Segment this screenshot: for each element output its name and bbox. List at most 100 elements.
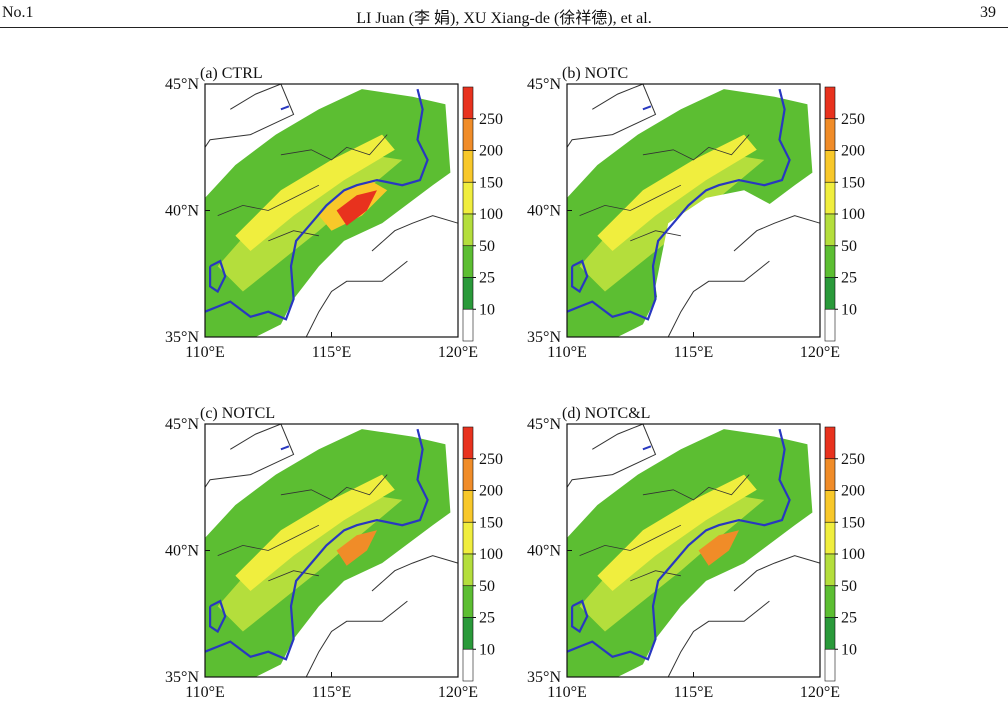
colorbar-segment (462, 277, 474, 310)
colorbar-segment (824, 458, 836, 491)
colorbar-segment (824, 181, 836, 215)
x-tick-label: 115°E (312, 344, 352, 361)
river-loop (209, 259, 227, 294)
river-fragment (642, 445, 652, 451)
panel-title: (d) NOTC&L (562, 405, 650, 422)
rain-free-area (655, 190, 820, 337)
colorbar-label: 10 (479, 301, 495, 318)
rain-core-250 (336, 190, 377, 226)
x-tick-label: 115°E (312, 684, 352, 701)
y-tick-label: 45°N (527, 76, 561, 93)
colorbar-label: 100 (841, 546, 865, 563)
river-fragment (280, 105, 290, 111)
colorbar-segment (462, 648, 474, 682)
province-border (280, 134, 388, 161)
colorbar-label: 50 (479, 578, 495, 595)
y-tick-label: 35°N (165, 329, 199, 346)
colorbar-segment (462, 213, 474, 247)
province-border (268, 570, 319, 582)
colorbar-label: 200 (841, 483, 865, 500)
river-loop (571, 259, 589, 294)
panel-a: (a) CTRL 110°E 115°E 120°E 45°N 40°N 35°N 250 20… (165, 65, 503, 361)
colorbar-label: 200 (479, 143, 503, 160)
colorbar-segment (462, 181, 474, 215)
page-header: No.1 LI Juan (李 娟), XU Xiang-de (徐祥德), e… (0, 0, 1008, 27)
colorbar-segment (462, 150, 474, 183)
province-border (642, 134, 750, 161)
colorbar-segment (824, 648, 836, 682)
colorbar-label: 250 (479, 111, 503, 128)
colorbar-label: 150 (841, 514, 865, 531)
x-tick-label: 110°E (547, 684, 587, 701)
colorbar-segment (824, 553, 836, 587)
x-tick-label: 110°E (547, 344, 587, 361)
colorbar-segment (824, 213, 836, 247)
coastline (305, 600, 408, 678)
rain-band-100 (597, 474, 757, 591)
colorbar-label: 200 (479, 483, 503, 500)
colorbar-label: 10 (841, 301, 857, 318)
colorbar-label: 250 (479, 451, 503, 468)
y-tick-label: 40°N (165, 203, 199, 220)
y-tick-label: 45°N (165, 76, 199, 93)
rain-band-100 (597, 134, 757, 251)
colorbar-segment (824, 118, 836, 151)
colorbar-segment (824, 521, 836, 555)
colorbar-label: 50 (479, 238, 495, 255)
colorbar-label: 25 (841, 610, 857, 627)
colorbar-label: 25 (479, 270, 495, 287)
river-line (204, 428, 429, 661)
colorbar-label: 10 (479, 641, 495, 658)
river-loop (209, 599, 227, 634)
coastline (667, 600, 770, 678)
colorbar-label: 100 (479, 206, 503, 223)
colorbar-segment (462, 118, 474, 151)
river-fragment (280, 445, 290, 451)
coastline (566, 423, 657, 488)
y-tick-label: 40°N (527, 543, 561, 560)
x-tick-label: 120°E (438, 684, 478, 701)
journal-issue: No.1 (2, 4, 34, 21)
y-tick-label: 40°N (527, 203, 561, 220)
colorbar-segment (824, 426, 836, 460)
colorbar-segment (824, 245, 836, 278)
colorbar-label: 100 (479, 546, 503, 563)
y-tick-label: 35°N (527, 329, 561, 346)
colorbar-label: 150 (841, 174, 865, 191)
coastline (733, 215, 821, 252)
y-tick-label: 35°N (165, 669, 199, 686)
y-tick-label: 35°N (527, 669, 561, 686)
colorbar-label: 150 (479, 514, 503, 531)
colorbar-segment (462, 617, 474, 650)
colorbar-segment (462, 86, 474, 120)
colorbar-label: 25 (479, 610, 495, 627)
colorbar-segment (462, 553, 474, 587)
y-tick-label: 40°N (165, 543, 199, 560)
colorbar-segment (462, 458, 474, 491)
colorbar-segment (824, 490, 836, 523)
rain-band-100 (235, 474, 395, 591)
colorbar-segment (462, 245, 474, 278)
panel-title: (a) CTRL (200, 65, 263, 82)
colorbar-segment (462, 521, 474, 555)
province-border (642, 474, 750, 501)
panel-title: (b) NOTC (562, 65, 628, 82)
panel-d: (d) NOTC&L 110°E 115°E 120°E 45°N 40°N 35°N 250… (527, 405, 865, 701)
river-line (566, 88, 791, 321)
province-border (217, 184, 320, 216)
coastline (204, 423, 295, 488)
province-border (280, 474, 388, 501)
colorbar-label: 150 (479, 174, 503, 191)
colorbar-segment (824, 617, 836, 650)
coastline (667, 260, 770, 338)
panel-title: (c) NOTCL (200, 405, 275, 422)
colorbar-label: 100 (841, 206, 865, 223)
coastline (371, 555, 459, 592)
river-loop (571, 599, 589, 634)
x-tick-label: 110°E (185, 684, 225, 701)
colorbar-segment (462, 308, 474, 342)
y-tick-label: 45°N (527, 416, 561, 433)
x-tick-label: 120°E (800, 684, 840, 701)
x-tick-label: 120°E (438, 344, 478, 361)
